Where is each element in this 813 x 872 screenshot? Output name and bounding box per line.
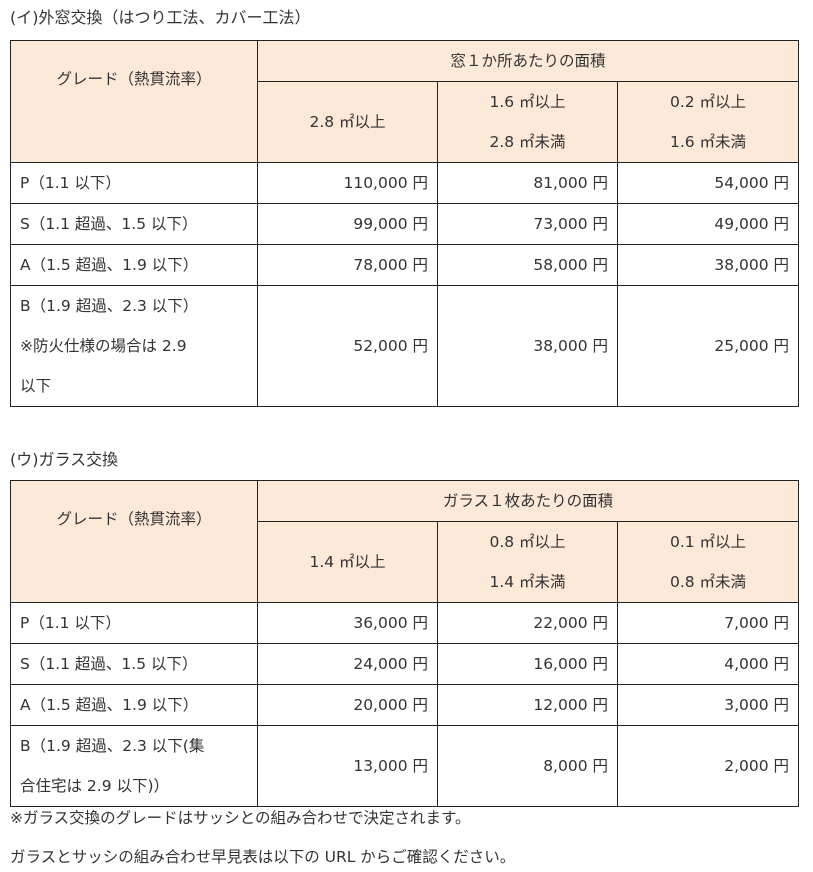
cell-text-line: A（1.5 超過、1.9 以下） — [20, 696, 199, 714]
section-i-title: (イ)外窓交換（はつり工法、カバー工法） — [10, 8, 311, 27]
price-cell: 78,000 円 — [257, 244, 438, 286]
note-url: ガラスとサッシの組み合わせ早見表は以下の URL からご確認ください。 — [10, 848, 516, 866]
cell-text-line: 0.8 ㎡以上 — [489, 533, 566, 551]
price-cell: 99,000 円 — [257, 203, 438, 245]
grade-cell: B（1.9 超過、2.3 以下(集 合住宅は 2.9 以下)） — [10, 725, 258, 807]
price-cell: 73,000 円 — [437, 203, 618, 245]
grade-cell: B（1.9 超過、2.3 以下） ※防火仕様の場合は 2.9 以下 — [10, 285, 258, 407]
grade-cell: P（1.1 以下） — [10, 162, 258, 204]
cell-text-line: 2.8 ㎡未満 — [489, 133, 566, 151]
cell-text-line: 1.6 ㎡以上 — [489, 93, 566, 111]
table-row: P（1.1 以下） 110,000 円 81,000 円 54,000 円 — [10, 162, 800, 204]
table-row: S（1.1 超過、1.5 以下） 24,000 円 16,000 円 4,000 円 — [10, 643, 800, 685]
area-header: 窓１か所あたりの面積 — [256, 40, 800, 82]
area-column-header: 0.8 ㎡以上 1.4 ㎡未満 — [437, 521, 618, 603]
cell-text-line: B（1.9 超過、2.3 以下） — [20, 297, 199, 315]
price-cell: 54,000 円 — [616, 162, 800, 204]
price-cell: 3,000 円 — [616, 684, 800, 726]
table-row: P（1.1 以下） 36,000 円 22,000 円 7,000 円 — [10, 602, 800, 644]
cell-text-line: ※防火仕様の場合は 2.9 — [20, 337, 187, 355]
price-cell: 49,000 円 — [616, 203, 800, 245]
cell-text-line: 合住宅は 2.9 以下)） — [20, 777, 170, 795]
price-cell: 58,000 円 — [437, 244, 618, 286]
cell-text-line: 2.8 ㎡以上 — [309, 113, 386, 131]
price-cell: 36,000 円 — [257, 602, 438, 644]
cell-text-line: S（1.1 超過、1.5 以下） — [20, 655, 198, 673]
cell-text-line: 0.2 ㎡以上 — [669, 93, 747, 111]
price-cell: 8,000 円 — [437, 725, 618, 807]
area-column-header: 0.1 ㎡以上 0.8 ㎡未満 — [616, 521, 800, 603]
grade-header: グレード（熱貫流率） — [10, 480, 258, 603]
table-row: A（1.5 超過、1.9 以下） 20,000 円 12,000 円 3,000 円 — [10, 684, 800, 726]
price-cell: 4,000 円 — [616, 643, 800, 685]
price-cell: 24,000 円 — [257, 643, 438, 685]
table-row: S（1.1 超過、1.5 以下） 99,000 円 73,000 円 49,000 円 — [10, 203, 800, 245]
price-cell: 81,000 円 — [437, 162, 618, 204]
price-cell: 52,000 円 — [257, 285, 438, 407]
price-cell: 110,000 円 — [257, 162, 438, 204]
price-cell: 16,000 円 — [437, 643, 618, 685]
window-replacement-table: グレード（熱貫流率） 窓１か所あたりの面積 2.8 ㎡以上 1.6 ㎡以上 2.8 ㎡未… — [10, 40, 800, 407]
cell-text-line: B（1.9 超過、2.3 以下(集 — [20, 737, 205, 755]
area-column-header: 2.8 ㎡以上 — [257, 81, 438, 163]
cell-text-line: 0.1 ㎡以上 — [669, 533, 747, 551]
cell-text-line: S（1.1 超過、1.5 以下） — [20, 215, 198, 233]
grade-cell: A（1.5 超過、1.9 以下） — [10, 244, 258, 286]
area-column-header: 0.2 ㎡以上 1.6 ㎡未満 — [616, 81, 800, 163]
cell-text-line: 1.4 ㎡未満 — [489, 573, 566, 591]
area-column-header: 1.6 ㎡以上 2.8 ㎡未満 — [437, 81, 618, 163]
cell-text-line: A（1.5 超過、1.9 以下） — [20, 256, 199, 274]
cell-text-line: 1.4 ㎡以上 — [309, 553, 386, 571]
table-row: A（1.5 超過、1.9 以下） 78,000 円 58,000 円 38,000 円 — [10, 244, 800, 286]
price-cell: 25,000 円 — [616, 285, 800, 407]
area-column-header: 1.4 ㎡以上 — [257, 521, 438, 603]
cell-text-line: 以下 — [20, 377, 52, 395]
area-header: ガラス１枚あたりの面積 — [256, 480, 800, 522]
glass-replacement-table: グレード（熱貫流率） ガラス１枚あたりの面積 1.4 ㎡以上 0.8 ㎡以上 1.4 ㎡… — [10, 480, 800, 807]
section-u-title: (ウ)ガラス交換 — [10, 450, 119, 469]
price-cell: 38,000 円 — [616, 244, 800, 286]
price-cell: 38,000 円 — [437, 285, 618, 407]
grade-cell: P（1.1 以下） — [10, 602, 258, 644]
note-grade: ※ガラス交換のグレードはサッシとの組み合わせで決定されます。 — [10, 809, 471, 827]
price-cell: 12,000 円 — [437, 684, 618, 726]
price-cell: 2,000 円 — [616, 725, 800, 807]
grade-cell: S（1.1 超過、1.5 以下） — [10, 203, 258, 245]
table-row: B（1.9 超過、2.3 以下(集 合住宅は 2.9 以下)） 13,000 円 8,… — [10, 725, 800, 807]
grade-header: グレード（熱貫流率） — [10, 40, 258, 163]
price-cell: 13,000 円 — [257, 725, 438, 807]
cell-text-line: 0.8 ㎡未満 — [669, 573, 747, 591]
cell-text-line: P（1.1 以下） — [20, 174, 121, 192]
cell-text-line: 1.6 ㎡未満 — [669, 133, 747, 151]
price-cell: 20,000 円 — [257, 684, 438, 726]
grade-cell: S（1.1 超過、1.5 以下） — [10, 643, 258, 685]
price-cell: 7,000 円 — [616, 602, 800, 644]
price-cell: 22,000 円 — [437, 602, 618, 644]
grade-cell: A（1.5 超過、1.9 以下） — [10, 684, 258, 726]
cell-text-line: P（1.1 以下） — [20, 614, 121, 632]
